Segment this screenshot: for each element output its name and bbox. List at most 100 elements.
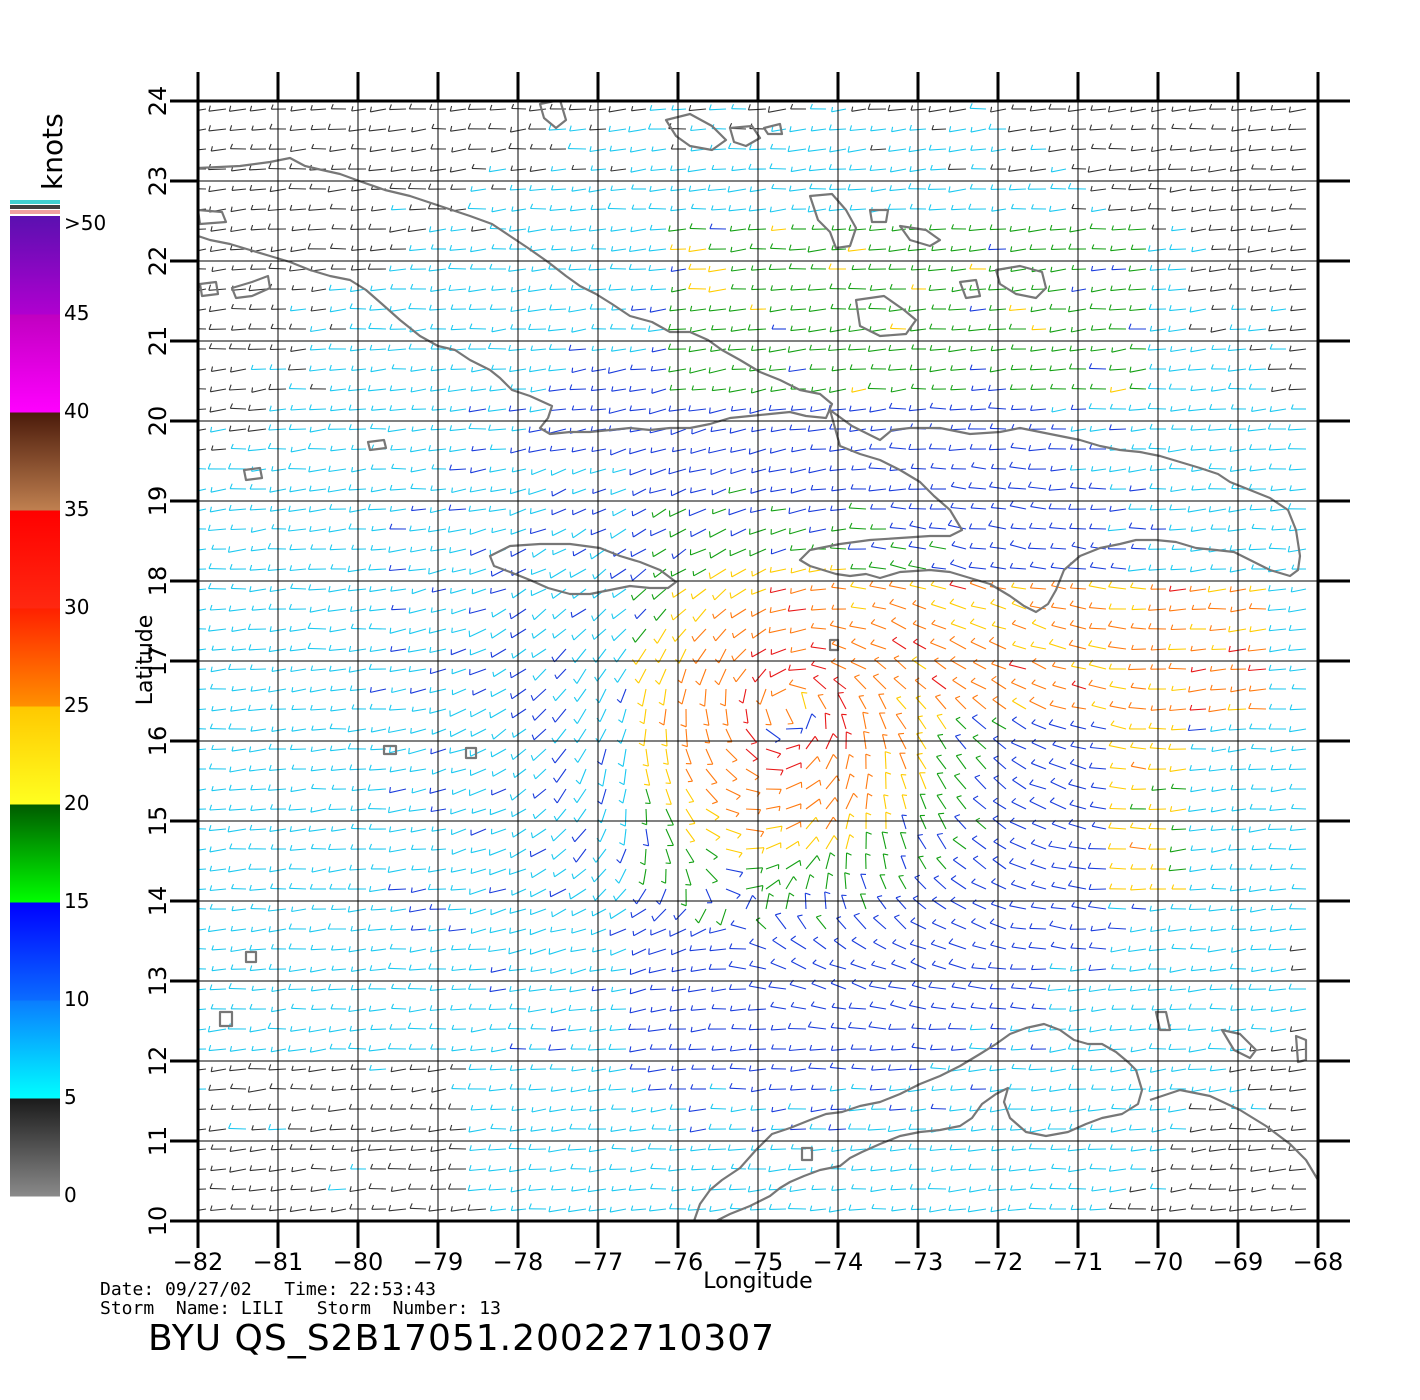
wind-barb [554, 708, 567, 723]
wind-barb-tick [768, 404, 772, 411]
wind-barb [1148, 568, 1167, 571]
wind-barb [1049, 527, 1067, 530]
wind-barb [209, 408, 227, 413]
wind-barb-tick [929, 540, 933, 547]
wind-barb [849, 507, 867, 510]
wind-barb-tick [1128, 284, 1132, 291]
wind-barb-tick [1048, 205, 1052, 212]
wind-barb-tick [230, 366, 233, 373]
wind-barb [1168, 268, 1187, 271]
wind-barb-tick [807, 145, 811, 152]
wind-barb-tick [1231, 304, 1234, 310]
wind-barb [1209, 148, 1227, 151]
wind-barb-tick [271, 466, 274, 472]
wind-barb [1231, 487, 1247, 490]
wind-barb-tick [328, 465, 331, 472]
wind-barb [391, 688, 407, 694]
wind-barb [791, 448, 807, 453]
wind-barb [1010, 446, 1027, 450]
wind-barb [668, 328, 687, 331]
wind-barb [1108, 625, 1127, 630]
wind-barb-tick [991, 675, 997, 681]
wind-barb [330, 408, 347, 412]
wind-barb [889, 488, 907, 492]
wind-barb-tick [1131, 444, 1135, 450]
wind-barb-tick [208, 343, 213, 349]
wind-barb [1151, 648, 1167, 651]
wind-barb-tick [430, 286, 433, 292]
wind-barb-tick [1188, 404, 1191, 411]
wind-barb-tick [709, 223, 713, 229]
colorbar-tick-label: 35 [64, 497, 89, 521]
wind-barb [389, 708, 407, 711]
wind-barb [751, 588, 767, 595]
wind-barb-tick [770, 690, 773, 697]
wind-barb [330, 448, 347, 452]
wind-barb [871, 188, 887, 193]
wind-barb [1169, 528, 1187, 531]
wind-barb [1289, 668, 1307, 672]
wind-barb-tick [1071, 680, 1076, 685]
wind-barb-tick [1050, 183, 1054, 189]
wind-barb-tick [1251, 564, 1254, 570]
wind-barb-tick [491, 527, 494, 533]
wind-barb [751, 268, 767, 271]
wind-barb [1148, 168, 1167, 172]
wind-barb [1071, 545, 1087, 550]
wind-barb-tick [470, 467, 472, 473]
colorbar-segment [10, 510, 60, 609]
wind-barb-tick [549, 304, 552, 311]
wind-barb-tick [189, 383, 191, 388]
wind-barb [831, 368, 847, 372]
wind-barb [631, 288, 647, 291]
wind-barb-tick [887, 364, 891, 371]
wind-barb [528, 448, 547, 453]
wind-barb [390, 488, 407, 491]
wind-barb [229, 508, 247, 511]
wind-barb [636, 608, 647, 620]
wind-barb-tick [732, 676, 737, 683]
wind-barb-tick [628, 263, 632, 270]
wind-barb-tick [1288, 624, 1292, 631]
wind-barb-tick [829, 283, 833, 289]
wind-barb-tick [191, 944, 193, 949]
wind-barb-tick [1268, 444, 1272, 451]
wind-barb-tick [531, 552, 534, 558]
wind-barb-tick [1249, 105, 1253, 112]
wind-barb-tick [268, 162, 272, 169]
wind-barb [1131, 128, 1147, 131]
wind-barb-tick [1149, 325, 1153, 332]
wind-barb-tick [449, 425, 453, 431]
wind-barb-tick [509, 243, 513, 250]
wind-barb-tick [828, 263, 832, 270]
wind-barb [950, 659, 967, 670]
wind-barb-tick [889, 598, 894, 604]
wind-barb-tick [1289, 704, 1293, 710]
wind-barb-tick [350, 245, 354, 251]
wind-barb-tick [1090, 105, 1093, 111]
wind-barb-tick [370, 366, 373, 372]
wind-barb [529, 368, 547, 373]
wind-barb-tick [808, 526, 811, 533]
wind-barb [1010, 527, 1027, 530]
wind-barb-tick [207, 582, 212, 589]
wind-barb-tick [1251, 406, 1254, 412]
wind-barb [788, 148, 807, 153]
wind-barb-tick [1228, 625, 1231, 633]
wind-barb-tick [589, 303, 593, 310]
wind-barb-tick [634, 614, 638, 619]
wind-barb [1189, 588, 1207, 592]
wind-barb [652, 508, 667, 518]
wind-barb [328, 808, 347, 811]
wind-barb [931, 603, 947, 610]
wind-barb [624, 808, 627, 827]
wind-barb-tick [1169, 705, 1172, 711]
wind-barb-tick [1129, 485, 1132, 492]
wind-barb-tick [289, 204, 293, 211]
wind-barb-tick [1048, 638, 1054, 645]
wind-barb [451, 648, 467, 656]
wind-barb [771, 548, 787, 555]
wind-barb-tick [671, 447, 674, 452]
wind-barb-tick [410, 546, 413, 553]
wind-barb-tick [910, 383, 914, 389]
